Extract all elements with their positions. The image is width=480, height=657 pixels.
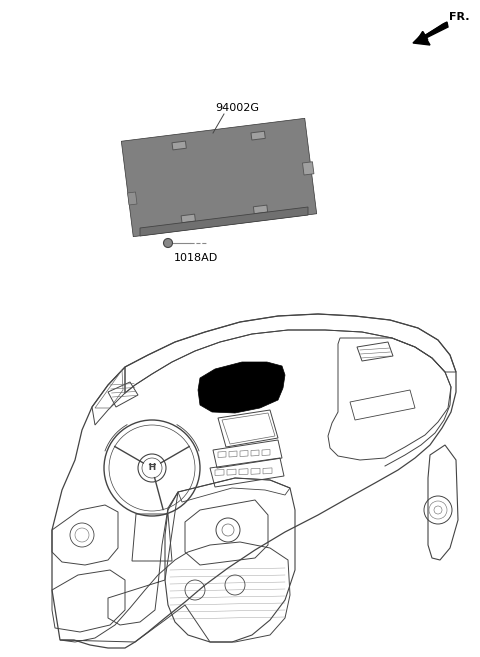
Polygon shape	[121, 118, 317, 237]
Text: FR.: FR.	[449, 12, 469, 22]
Text: 94002G: 94002G	[215, 103, 259, 113]
Polygon shape	[128, 192, 137, 205]
Polygon shape	[198, 362, 285, 413]
Polygon shape	[253, 205, 268, 214]
Text: 1018AD: 1018AD	[174, 253, 218, 263]
Polygon shape	[140, 207, 308, 236]
Polygon shape	[302, 162, 314, 175]
Polygon shape	[251, 131, 265, 140]
Polygon shape	[130, 127, 308, 228]
Polygon shape	[413, 22, 448, 45]
Polygon shape	[181, 214, 195, 223]
Polygon shape	[125, 122, 313, 233]
Text: Ħ: Ħ	[147, 463, 156, 472]
Polygon shape	[172, 141, 186, 150]
Circle shape	[164, 238, 172, 248]
